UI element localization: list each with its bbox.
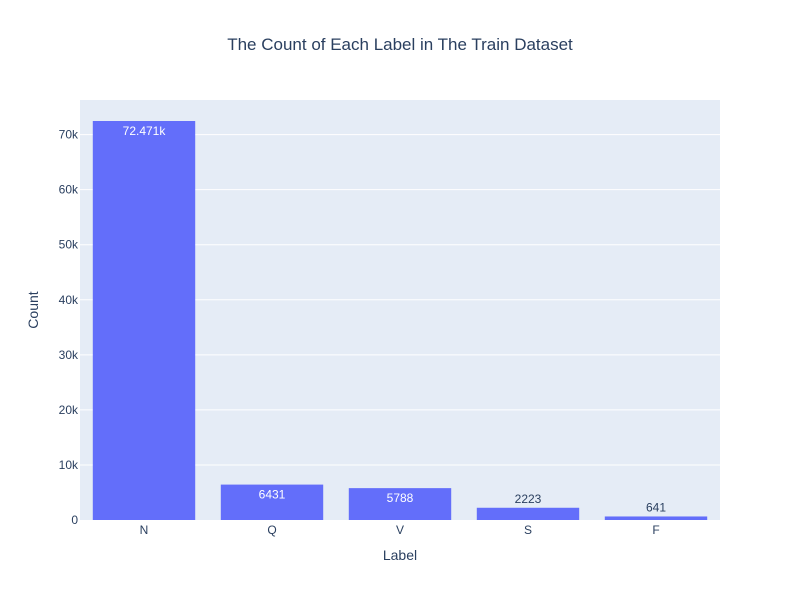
bar-N bbox=[92, 120, 196, 520]
y-tick-label: 30k bbox=[59, 348, 79, 362]
data-labels: 72.471k 6431 5788 2223 641 bbox=[123, 124, 667, 514]
bar-F bbox=[604, 516, 708, 520]
y-tick-label: 40k bbox=[59, 293, 79, 307]
data-label-N: 72.471k bbox=[123, 124, 167, 138]
y-tick-label: 10k bbox=[59, 458, 79, 472]
y-tick-label: 0 bbox=[71, 513, 78, 527]
y-tick-label: 70k bbox=[59, 128, 79, 142]
x-tick-label: N bbox=[140, 523, 149, 537]
chart-title: The Count of Each Label in The Train Dat… bbox=[227, 35, 573, 54]
x-tick-label: F bbox=[652, 523, 659, 537]
data-label-F: 641 bbox=[646, 500, 666, 514]
y-tick-label: 60k bbox=[59, 183, 79, 197]
y-axis-title: Count bbox=[25, 291, 41, 328]
x-tick-label: V bbox=[396, 523, 404, 537]
y-tick-label: 20k bbox=[59, 403, 79, 417]
data-label-Q: 6431 bbox=[259, 488, 286, 502]
y-axis-ticks: 0 10k 20k 30k 40k 50k 60k 70k bbox=[59, 128, 79, 527]
x-axis-title: Label bbox=[383, 547, 417, 563]
y-tick-label: 50k bbox=[59, 238, 79, 252]
bar-V bbox=[348, 488, 452, 520]
x-tick-label: S bbox=[524, 523, 532, 537]
bars bbox=[92, 120, 708, 520]
data-label-V: 5788 bbox=[387, 491, 414, 505]
data-label-S: 2223 bbox=[515, 492, 542, 506]
bar-S bbox=[476, 507, 580, 520]
x-tick-label: Q bbox=[267, 523, 276, 537]
bar-Q bbox=[220, 484, 324, 520]
